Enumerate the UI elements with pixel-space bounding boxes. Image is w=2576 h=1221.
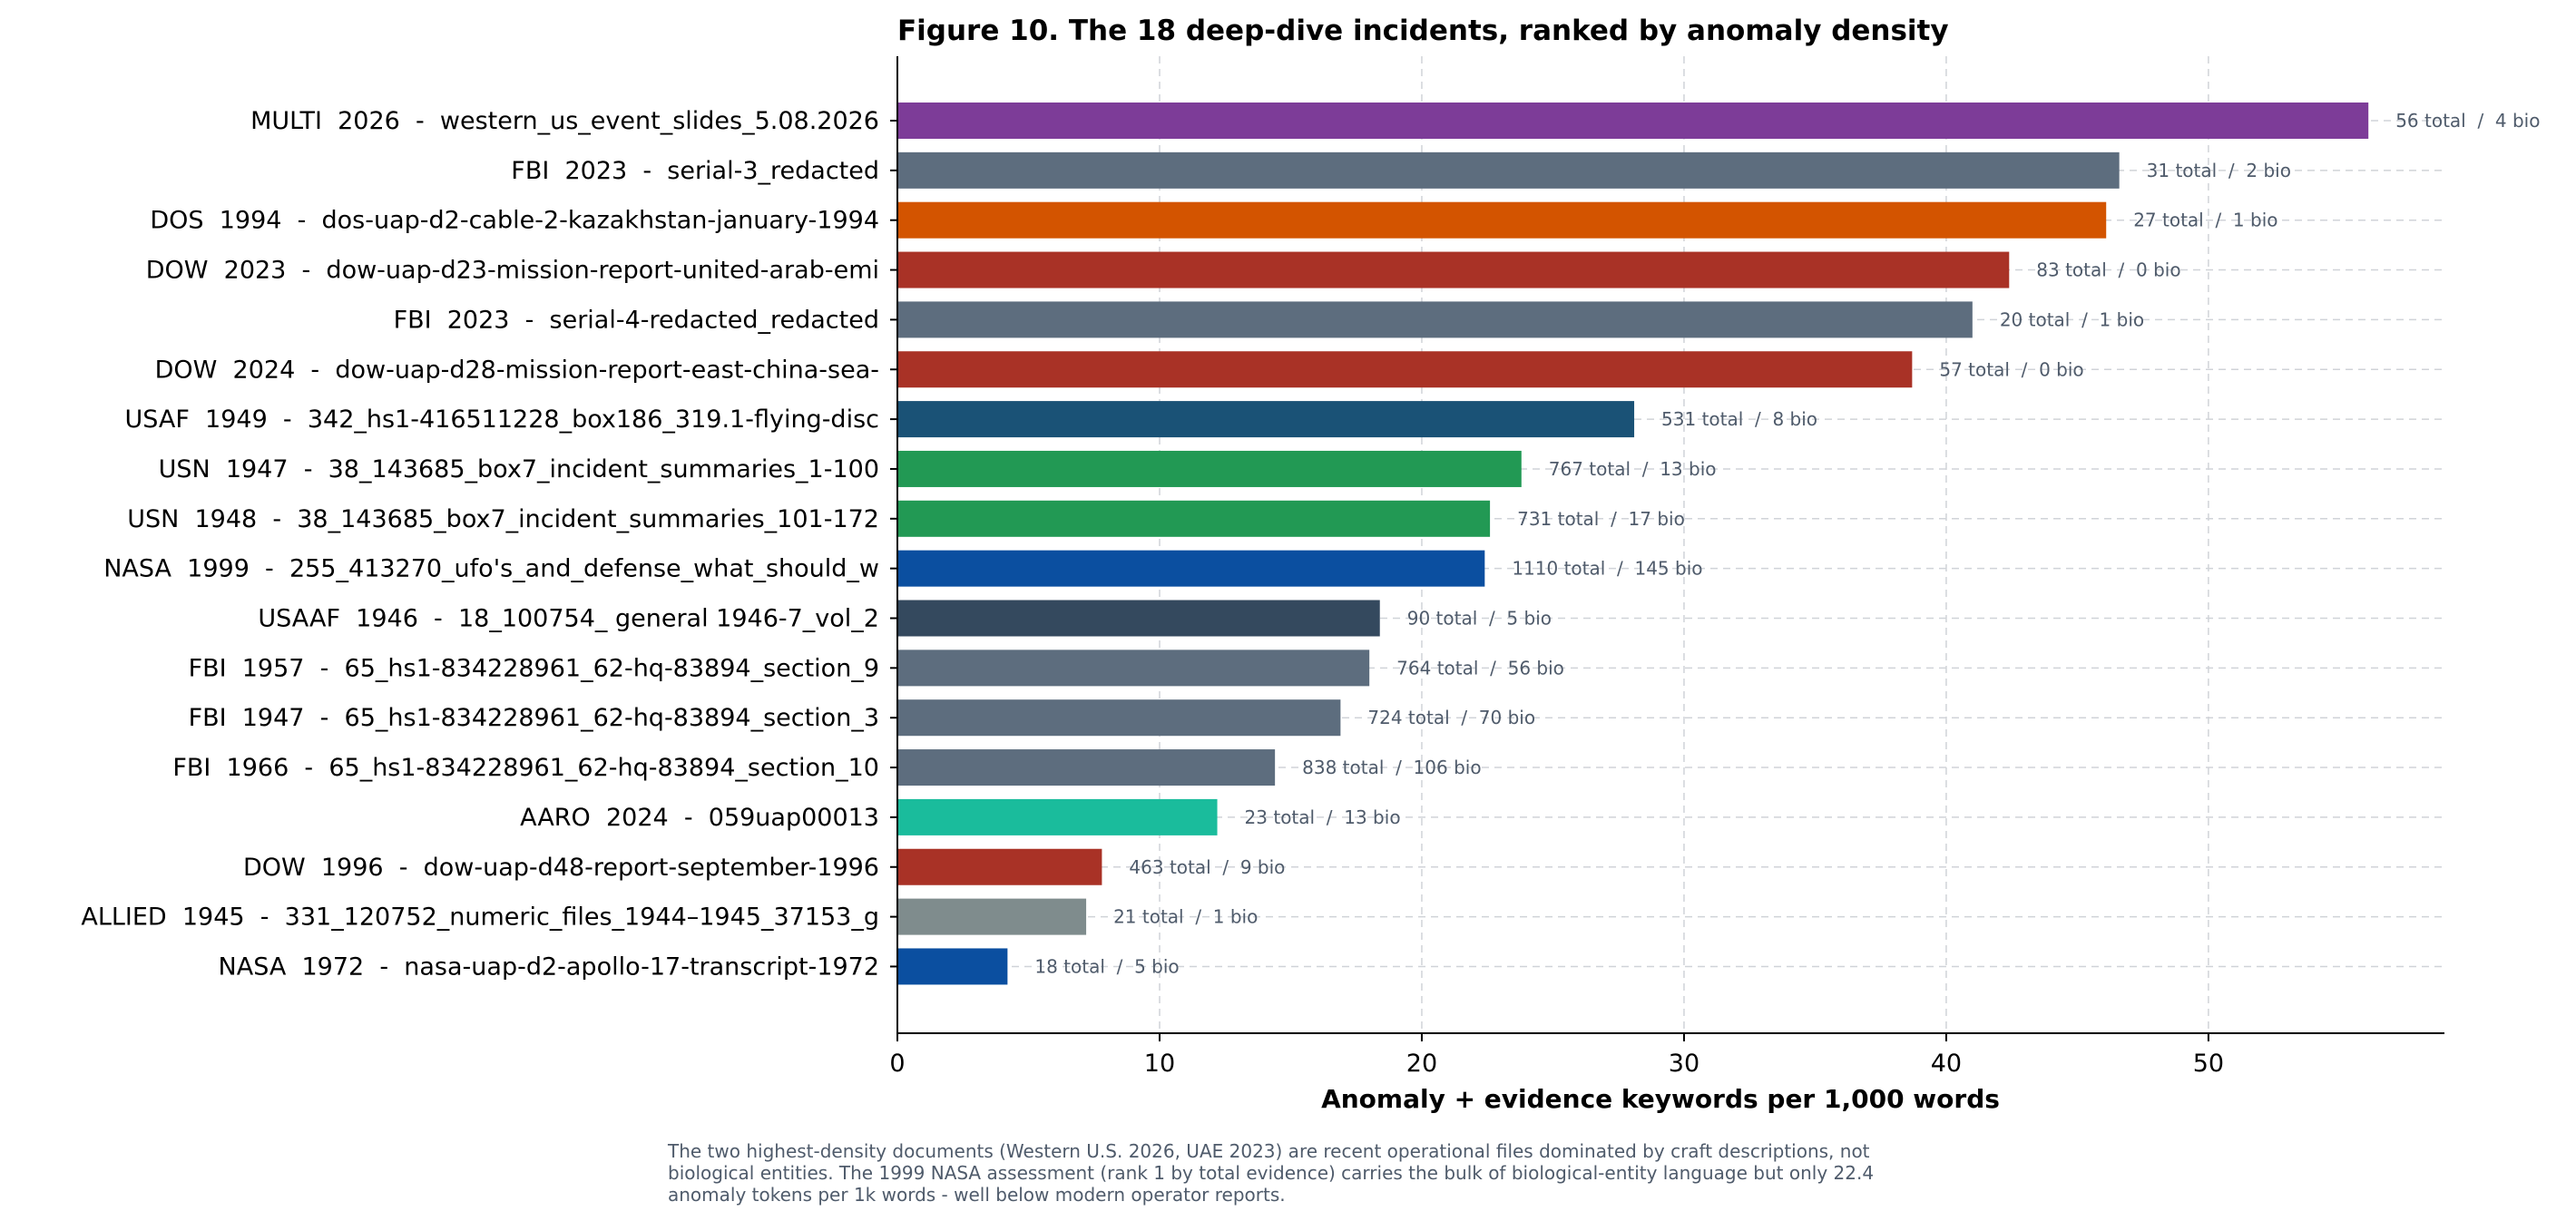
category-label: FBI 1966 - 65_hs1-834228961_62-hq-83894_… bbox=[172, 754, 879, 782]
bar-annotation: 31 total / 2 bio bbox=[2147, 160, 2291, 181]
category-label: USN 1947 - 38_143685_box7_incident_summa… bbox=[159, 455, 879, 484]
category-label: USN 1948 - 38_143685_box7_incident_summa… bbox=[127, 505, 879, 533]
bars bbox=[897, 103, 2369, 985]
bar-annotation: 83 total / 0 bio bbox=[2036, 259, 2180, 281]
bar-annotation: 20 total / 1 bio bbox=[2000, 308, 2144, 330]
bar bbox=[897, 749, 1276, 786]
x-tick-label: 50 bbox=[2193, 1050, 2224, 1078]
bar bbox=[897, 898, 1087, 935]
bar-annotation: 57 total / 0 bio bbox=[1939, 358, 2083, 380]
category-label: FBI 2023 - serial-3_redacted bbox=[511, 157, 879, 185]
category-label: DOS 1994 - dos-uap-d2-cable-2-kazakhstan… bbox=[150, 207, 879, 235]
bar-annotation: 463 total / 9 bio bbox=[1129, 856, 1285, 878]
category-label: AARO 2024 - 059uap00013 bbox=[520, 804, 879, 832]
category-label: NASA 1999 - 255_413270_ufo's_and_defense… bbox=[103, 555, 879, 583]
axes: 0 10 20 30 40 50 bbox=[889, 56, 2444, 1078]
category-labels: MULTI 2026 - western_us_event_slides_5.0… bbox=[81, 107, 879, 981]
bar bbox=[897, 351, 1913, 388]
bar-annotation: 838 total / 106 bio bbox=[1302, 757, 1481, 778]
category-label: DOW 1996 - dow-uap-d48-report-september-… bbox=[243, 854, 879, 882]
category-label: USAF 1949 - 342_hs1-416511228_box186_319… bbox=[124, 405, 879, 434]
bar bbox=[897, 251, 2010, 288]
x-tick-label: 0 bbox=[889, 1050, 905, 1078]
category-label: FBI 1947 - 65_hs1-834228961_62-hq-83894_… bbox=[189, 704, 879, 732]
figure-caption: The two highest-density documents (Weste… bbox=[668, 1140, 1875, 1206]
category-label: DOW 2023 - dow-uap-d23-mission-report-un… bbox=[146, 257, 879, 285]
bar bbox=[897, 948, 1008, 985]
bar bbox=[897, 600, 1380, 637]
category-label: MULTI 2026 - western_us_event_slides_5.0… bbox=[250, 107, 879, 135]
bar-annotation: 724 total / 70 bio bbox=[1367, 707, 1535, 728]
bar bbox=[897, 500, 1491, 537]
x-axis-label: Anomaly + evidence keywords per 1,000 wo… bbox=[1321, 1084, 2000, 1114]
x-tick-label: 20 bbox=[1406, 1050, 1437, 1078]
bar bbox=[897, 103, 2369, 139]
category-label: NASA 1972 - nasa-uap-d2-apollo-17-transc… bbox=[219, 952, 879, 981]
bar bbox=[897, 550, 1485, 587]
bar-annotation: 21 total / 1 bio bbox=[1113, 906, 1258, 928]
bar-annotation: 767 total / 13 bio bbox=[1549, 458, 1717, 480]
bar-annotation: 18 total / 5 bio bbox=[1034, 955, 1179, 977]
category-label: USAAF 1946 - 18_100754_ general 1946-7_v… bbox=[258, 605, 879, 633]
bar bbox=[897, 650, 1370, 687]
x-tick-label: 30 bbox=[1669, 1050, 1699, 1078]
bar bbox=[897, 699, 1341, 737]
bar-annotation: 90 total / 5 bio bbox=[1407, 608, 1552, 630]
x-tick-label: 10 bbox=[1144, 1050, 1175, 1078]
bar-annotation: 1110 total / 145 bio bbox=[1512, 558, 1702, 580]
bar-annotation: 23 total / 13 bio bbox=[1245, 806, 1401, 828]
bar bbox=[897, 201, 2107, 239]
bar bbox=[897, 450, 1522, 487]
bar bbox=[897, 848, 1102, 885]
bar bbox=[897, 151, 2120, 189]
bar-annotation: 27 total / 1 bio bbox=[2133, 210, 2277, 231]
category-label: ALLIED 1945 - 331_120752_numeric_files_1… bbox=[81, 904, 879, 932]
x-tick-label: 40 bbox=[1931, 1050, 1962, 1078]
bar bbox=[897, 301, 1973, 338]
bar bbox=[897, 798, 1218, 835]
chart-title: Figure 10. The 18 deep-dive incidents, r… bbox=[897, 15, 1949, 47]
bar-annotation: 731 total / 17 bio bbox=[1517, 508, 1685, 530]
category-label: FBI 1957 - 65_hs1-834228961_62-hq-83894_… bbox=[189, 654, 879, 682]
bar-annotation: 764 total / 56 bio bbox=[1396, 657, 1564, 679]
bar-annotation: 531 total / 8 bio bbox=[1661, 408, 1817, 430]
bar-annotations: 56 total / 4 bio 31 total / 2 bio 27 total… bbox=[1034, 110, 2540, 977]
bar bbox=[897, 401, 1635, 438]
category-label: DOW 2024 - dow-uap-d28-mission-report-ea… bbox=[155, 356, 879, 384]
category-label: FBI 2023 - serial-4-redacted_redacted bbox=[394, 306, 879, 334]
bar-annotation: 56 total / 4 bio bbox=[2395, 110, 2540, 132]
